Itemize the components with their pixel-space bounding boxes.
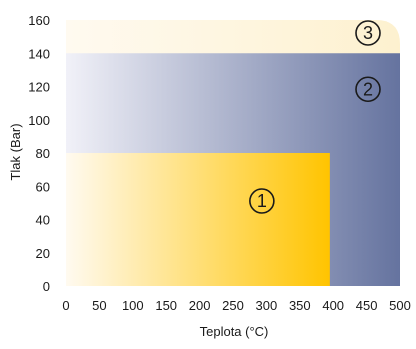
y-tick-label: 80 [36,146,50,161]
ticks-layer: 0 50 100 150 200 250 300 350 400 450 500 0 20 40 60 80 1… [28,13,411,313]
zone-2-label: 2 [363,79,373,99]
y-tick-label: 160 [28,13,50,28]
zone-3-label: 3 [363,23,373,43]
x-tick-label: 400 [322,298,344,313]
y-tick-label: 0 [43,279,50,294]
zone-1-label: 1 [257,191,267,211]
y-tick-label: 60 [36,179,50,194]
zone-2-circle [355,76,381,103]
y-tick-label: 40 [36,213,50,228]
y-tick-label: 20 [36,246,50,261]
x-tick-label: 100 [122,298,144,313]
regions-layer [66,20,400,286]
region-labels-layer: 3 2 1 [249,20,381,214]
x-tick-label: 250 [222,298,244,313]
x-tick-label: 200 [189,298,211,313]
x-tick-label: 350 [289,298,311,313]
y-axis-label: Tlak (Bar) [8,123,23,180]
zone-1-marker: 1 [249,188,275,214]
y-tick-label: 100 [28,113,50,128]
x-axis-label: Teplota (°C) [200,324,269,339]
zone-1-circle [249,188,275,214]
y-tick-label: 120 [28,80,50,95]
zone-3-circle [355,20,381,46]
x-tick-label: 50 [92,298,106,313]
x-tick-label: 0 [62,298,69,313]
y-tick-label: 140 [28,46,50,61]
x-tick-label: 150 [155,298,177,313]
zone-3-marker: 3 [355,20,381,46]
x-tick-label: 300 [256,298,278,313]
x-tick-label: 500 [389,298,411,313]
x-tick-label: 450 [356,298,378,313]
zone-1-area [66,153,330,286]
zone-2-marker: 2 [355,76,381,103]
